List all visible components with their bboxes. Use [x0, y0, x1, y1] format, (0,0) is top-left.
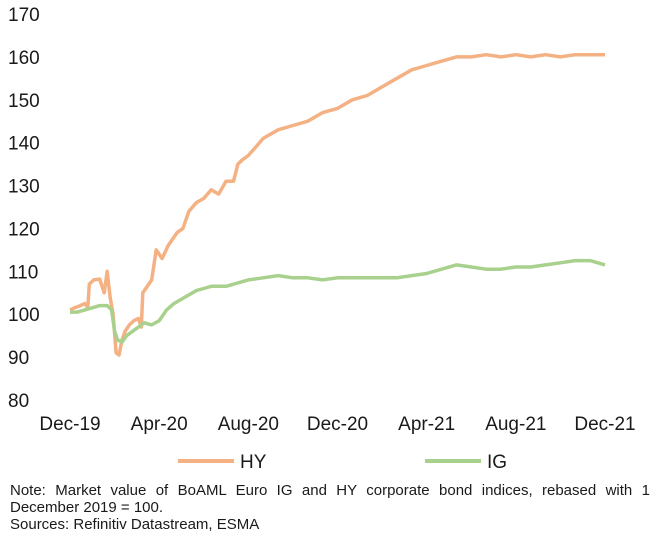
- y-tick-label: 100: [8, 305, 40, 326]
- x-axis-ticks: Dec-19 Apr-20 Aug-20 Dec-20 Apr-21 Aug-21 Dec-…: [39, 414, 635, 435]
- y-tick-label: 80: [8, 391, 29, 412]
- y-tick-label: 160: [8, 48, 40, 69]
- chart-note: Note: Market value of BoAML Euro IG and …: [10, 482, 650, 533]
- y-tick-label: 90: [8, 348, 29, 369]
- x-tick-label: Aug-21: [485, 414, 546, 435]
- x-tick-label: Aug-20: [218, 414, 279, 435]
- note-text: Note: Market value of BoAML Euro IG and …: [10, 482, 650, 516]
- line-chart: 80 90 100 110 120 130 140 150 160 170 Dec-19 Apr-2…: [8, 5, 636, 473]
- y-tick-label: 170: [8, 5, 40, 26]
- x-tick-label: Dec-20: [307, 414, 368, 435]
- legend-hy-label: HY: [240, 452, 267, 473]
- y-tick-label: 140: [8, 134, 40, 155]
- y-tick-label: 150: [8, 91, 40, 112]
- x-tick-label: Dec-19: [39, 414, 100, 435]
- x-tick-label: Apr-21: [398, 414, 455, 435]
- legend-ig-label: IG: [487, 452, 507, 473]
- x-tick-label: Apr-20: [131, 414, 188, 435]
- series-line-ig: [70, 258, 606, 344]
- legend: HY IG: [178, 452, 507, 473]
- sources-text: Sources: Refinitiv Datastream, ESMA: [10, 516, 260, 533]
- y-axis-ticks: 80 90 100 110 120 130 140 150 160 170: [8, 5, 40, 412]
- x-tick-label: Dec-21: [574, 414, 635, 435]
- series-lines: [69, 52, 606, 357]
- y-tick-label: 130: [8, 177, 40, 198]
- y-tick-label: 110: [8, 262, 38, 283]
- y-tick-label: 120: [8, 219, 40, 240]
- series-line-hy: [69, 52, 605, 357]
